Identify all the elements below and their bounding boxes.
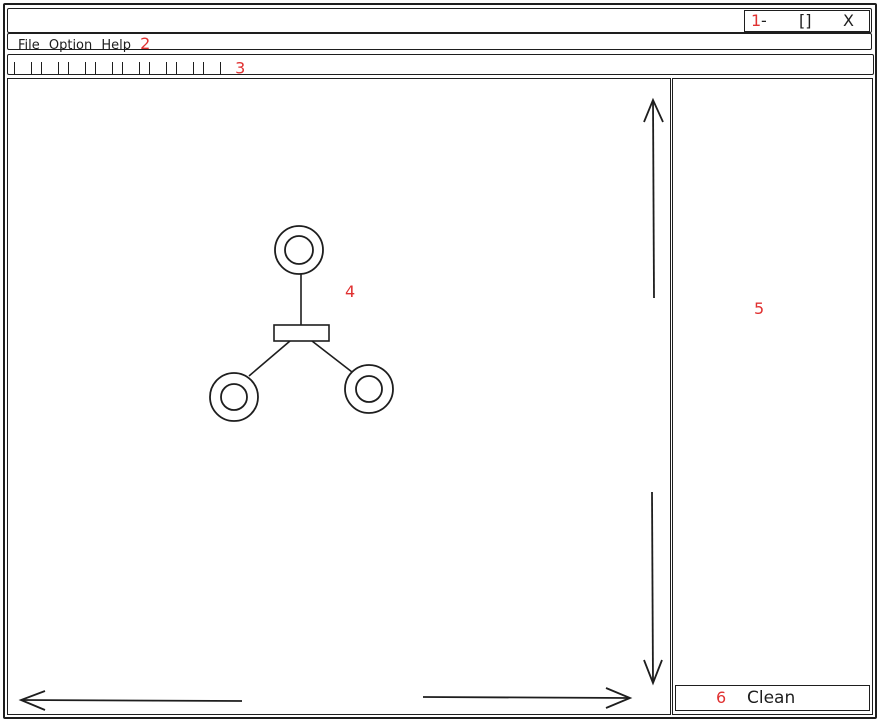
toolbar-button[interactable] <box>68 62 86 75</box>
minimize-icon[interactable]: - <box>761 11 767 30</box>
toolbar-button[interactable] <box>176 62 194 75</box>
menu-items: File Option Help 2 <box>18 34 151 54</box>
diagram-canvas[interactable] <box>7 78 671 715</box>
close-icon[interactable]: X <box>843 11 854 30</box>
toolbar-button[interactable] <box>122 62 140 75</box>
clean-button[interactable]: 6 Clean <box>675 685 870 711</box>
toolbar-buttons: 3 <box>14 58 245 77</box>
title-bar <box>7 8 872 33</box>
toolbar-button[interactable] <box>203 62 221 75</box>
annotation-marker-1: 1 <box>751 11 762 30</box>
menu-help[interactable]: Help <box>101 38 131 53</box>
app-window <box>3 3 877 719</box>
clean-button-label: Clean <box>747 688 796 708</box>
annotation-marker-3: 3 <box>235 58 246 78</box>
annotation-marker-2: 2 <box>140 34 151 53</box>
maximize-icon[interactable]: [] <box>799 11 812 30</box>
menu-bar: File Option Help 2 <box>7 33 872 54</box>
toolbar: 3 <box>7 54 874 77</box>
annotation-marker-6: 6 <box>716 688 727 707</box>
window-controls: 1 - [] X <box>744 10 870 32</box>
toolbar-button[interactable] <box>95 62 113 75</box>
toolbar-button[interactable] <box>149 62 167 75</box>
sidebar-panel <box>672 78 873 715</box>
menu-option[interactable]: Option <box>48 38 93 53</box>
menu-file[interactable]: File <box>18 38 40 53</box>
toolbar-button[interactable] <box>41 62 59 75</box>
annotation-marker-4: 4 <box>345 282 356 301</box>
toolbar-button[interactable] <box>14 62 32 75</box>
annotation-marker-5: 5 <box>754 299 765 318</box>
